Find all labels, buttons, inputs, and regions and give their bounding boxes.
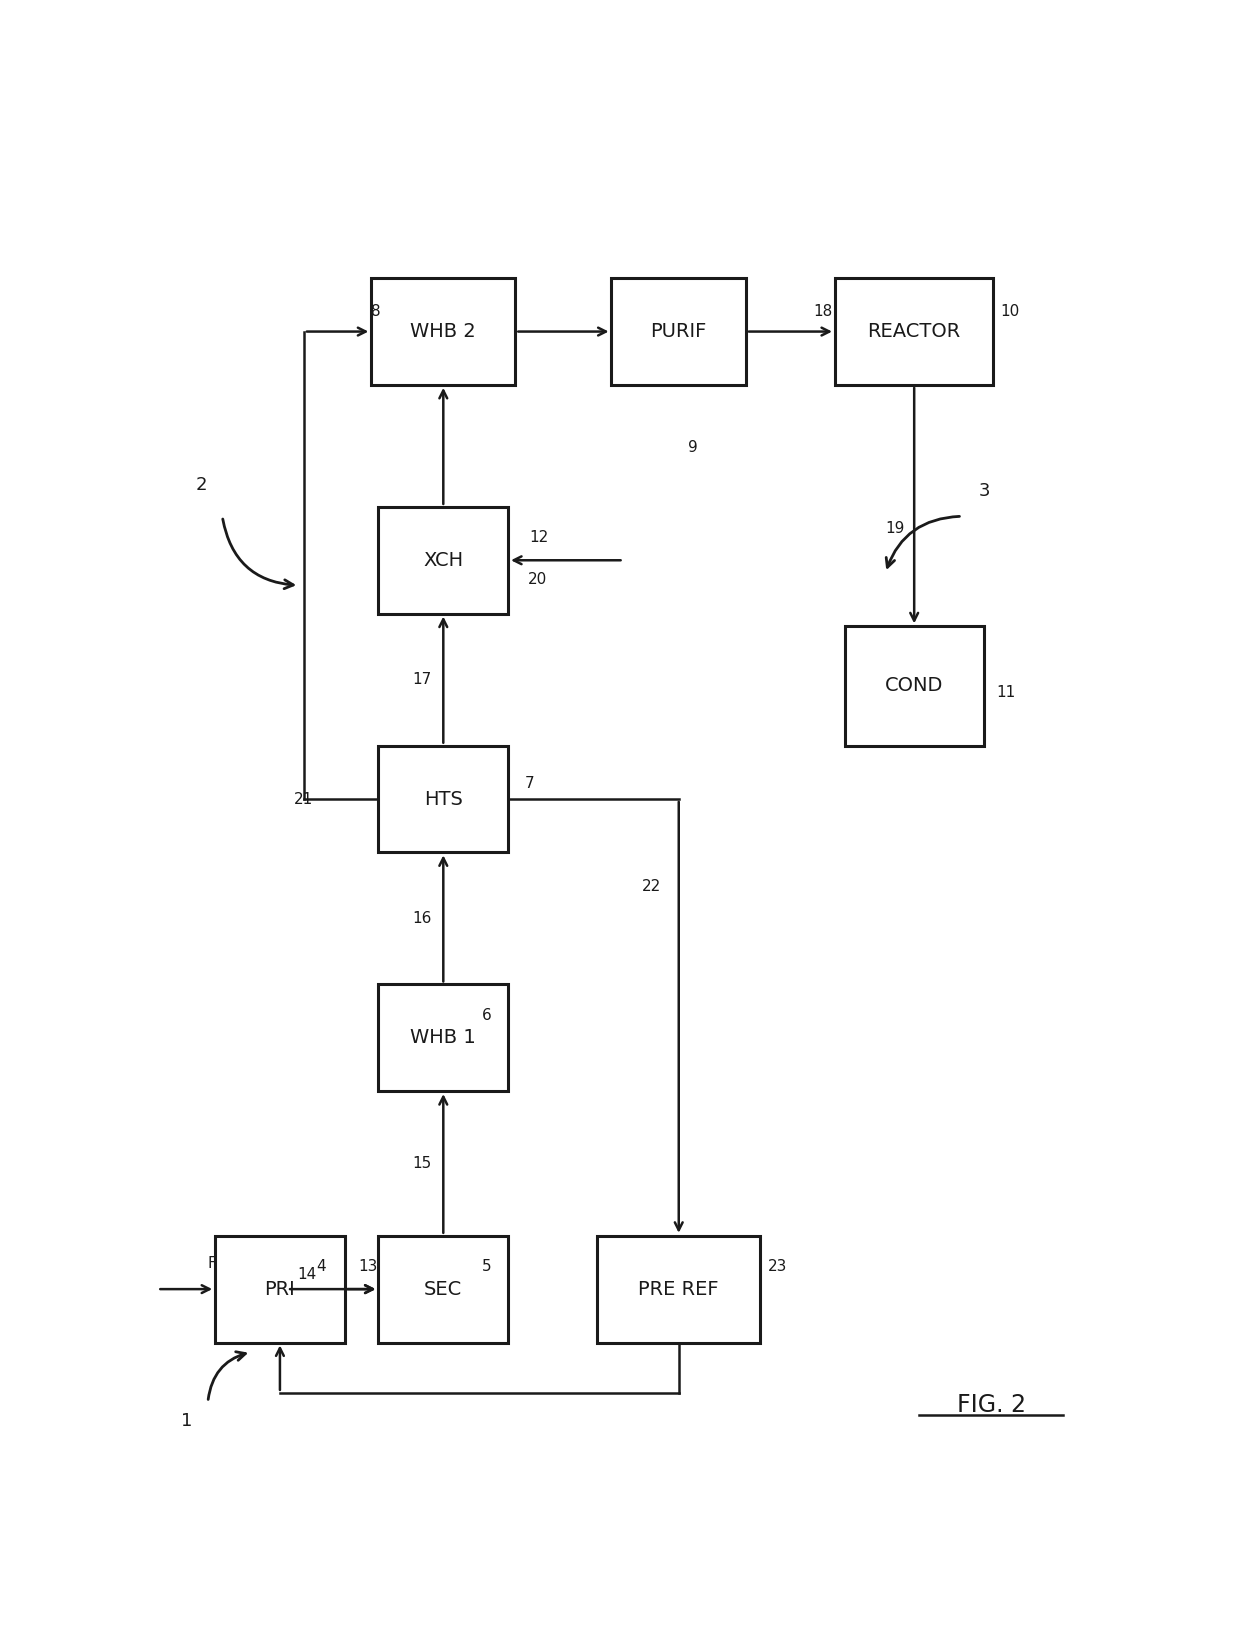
Text: 3: 3 <box>978 481 990 499</box>
Text: WHB 1: WHB 1 <box>410 1028 476 1048</box>
Bar <box>215 1235 345 1343</box>
Bar <box>378 508 508 614</box>
Text: 23: 23 <box>768 1258 787 1275</box>
Text: FIG. 2: FIG. 2 <box>956 1392 1025 1417</box>
Text: 5: 5 <box>481 1258 491 1275</box>
Text: 22: 22 <box>642 880 661 894</box>
Text: 20: 20 <box>528 571 547 586</box>
Bar <box>844 627 983 746</box>
Text: PRI: PRI <box>264 1279 295 1299</box>
Text: XCH: XCH <box>423 550 464 570</box>
Text: 13: 13 <box>358 1258 378 1275</box>
Text: 18: 18 <box>813 304 832 318</box>
Text: 11: 11 <box>996 685 1016 700</box>
Text: 21: 21 <box>294 792 314 806</box>
Text: 12: 12 <box>529 530 549 545</box>
Text: 9: 9 <box>688 439 698 455</box>
Text: WHB 2: WHB 2 <box>410 322 476 341</box>
Text: 6: 6 <box>481 1007 491 1023</box>
Bar <box>378 746 508 852</box>
Text: 1: 1 <box>181 1412 192 1430</box>
Text: 15: 15 <box>413 1155 432 1170</box>
Bar <box>596 1235 760 1343</box>
Text: COND: COND <box>885 676 944 695</box>
Text: 4: 4 <box>316 1258 326 1275</box>
Bar <box>835 277 993 385</box>
Text: PRE REF: PRE REF <box>639 1279 719 1299</box>
Bar <box>371 277 516 385</box>
Text: HTS: HTS <box>424 790 463 808</box>
Text: F: F <box>208 1257 217 1271</box>
Text: 8: 8 <box>371 304 381 318</box>
Text: PURIF: PURIF <box>651 322 707 341</box>
Text: SEC: SEC <box>424 1279 463 1299</box>
Bar <box>378 1235 508 1343</box>
Text: 10: 10 <box>1001 304 1021 318</box>
Text: 7: 7 <box>525 777 534 792</box>
Text: 16: 16 <box>413 911 432 925</box>
Bar <box>378 984 508 1092</box>
Text: 14: 14 <box>298 1266 316 1281</box>
Bar <box>611 277 746 385</box>
Text: 19: 19 <box>885 521 905 537</box>
Text: 2: 2 <box>196 477 207 494</box>
Text: 17: 17 <box>413 672 432 687</box>
Text: REACTOR: REACTOR <box>868 322 961 341</box>
